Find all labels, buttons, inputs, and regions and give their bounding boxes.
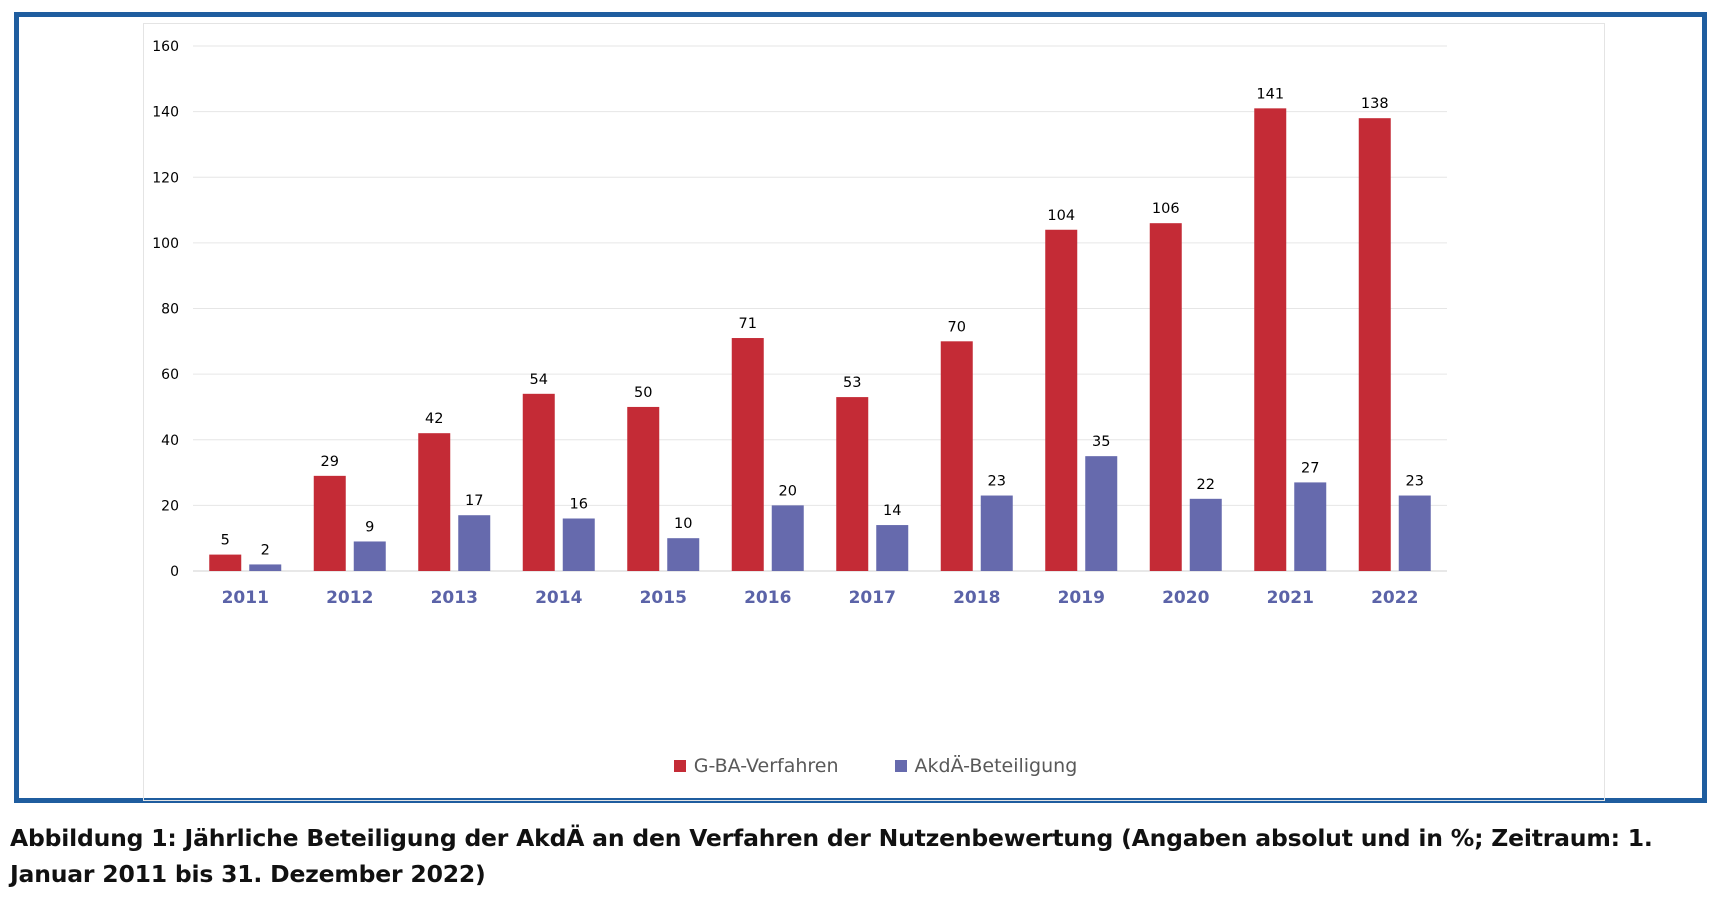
data-label-akdae: 9 <box>365 519 374 535</box>
x-tick-label: 2017 <box>849 588 896 608</box>
x-tick-label: 2014 <box>535 588 582 608</box>
bar-gba <box>1358 118 1391 571</box>
y-tick-label: 20 <box>161 498 179 514</box>
y-tick-label: 0 <box>170 564 179 580</box>
bar-gba <box>1254 108 1287 571</box>
bar-akdae <box>667 538 700 571</box>
data-label-gba: 141 <box>1256 86 1284 102</box>
bar-gba <box>627 406 660 571</box>
data-label-gba: 29 <box>321 454 339 470</box>
bar-gba <box>940 341 973 571</box>
bar-gba <box>313 475 346 571</box>
data-label-akdae: 27 <box>1301 460 1319 476</box>
chart-legend: G-BA-Verfahren AkdÄ-Beteiligung <box>0 755 1721 777</box>
data-label-gba: 5 <box>221 533 230 549</box>
bar-akdae <box>1398 495 1431 571</box>
legend-label-gba: G-BA-Verfahren <box>693 755 839 777</box>
bar-akdae <box>353 541 386 571</box>
legend-item-gba: G-BA-Verfahren <box>673 755 839 777</box>
bar-akdae <box>1189 498 1222 571</box>
bar-akdae <box>771 505 804 571</box>
x-tick-label: 2013 <box>431 588 478 608</box>
data-label-akdae: 2 <box>261 542 270 558</box>
data-label-gba: 138 <box>1361 96 1389 112</box>
x-tick-label: 2021 <box>1267 588 1314 608</box>
bar-akdae <box>980 495 1013 571</box>
data-label-akdae: 16 <box>570 497 588 513</box>
bar-gba <box>1045 229 1078 571</box>
y-tick-label: 140 <box>152 105 179 121</box>
legend-swatch-akdae <box>894 760 907 772</box>
data-label-akdae: 17 <box>465 493 483 509</box>
y-tick-label: 160 <box>152 39 179 55</box>
bar-akdae <box>1294 482 1327 571</box>
bar-akdae <box>458 515 491 571</box>
data-label-akdae: 23 <box>1406 474 1424 490</box>
legend-label-akdae: AkdÄ-Beteiligung <box>914 755 1078 777</box>
y-tick-label: 100 <box>152 236 179 252</box>
bar-gba <box>418 433 451 571</box>
y-tick-label: 40 <box>161 433 179 449</box>
bar-akdae <box>1085 456 1118 571</box>
data-label-gba: 42 <box>425 411 443 427</box>
x-tick-label: 2018 <box>953 588 1000 608</box>
data-label-gba: 104 <box>1047 208 1075 224</box>
data-label-gba: 53 <box>843 375 861 391</box>
bar-gba <box>1149 223 1182 571</box>
x-tick-label: 2019 <box>1058 588 1105 608</box>
bar-gba <box>836 397 869 571</box>
y-tick-label: 120 <box>152 170 179 186</box>
data-label-gba: 71 <box>739 316 757 332</box>
y-tick-label: 60 <box>161 367 179 383</box>
x-tick-label: 2015 <box>640 588 687 608</box>
data-label-gba: 50 <box>634 385 652 401</box>
x-tick-label: 2011 <box>222 588 269 608</box>
x-tick-label: 2022 <box>1371 588 1418 608</box>
data-label-akdae: 10 <box>674 516 692 532</box>
bar-gba <box>731 338 764 571</box>
data-label-akdae: 22 <box>1197 477 1215 493</box>
bar-gba <box>209 554 242 571</box>
chart-area <box>143 23 1605 801</box>
data-label-gba: 54 <box>530 372 548 388</box>
figure-caption: Abbildung 1: Jährliche Beteiligung der A… <box>10 824 1653 888</box>
data-label-akdae: 14 <box>883 503 901 519</box>
data-label-gba: 106 <box>1152 201 1180 217</box>
bar-chart: 0 20 40 60 80 100 120 140 160 5 2 2011 29 9 2012 42 17 20… <box>152 39 1447 608</box>
data-label-akdae: 23 <box>988 474 1006 490</box>
y-tick-label: 80 <box>161 302 179 318</box>
x-tick-label: 2020 <box>1162 588 1209 608</box>
legend-swatch-gba <box>673 760 686 772</box>
data-label-akdae: 35 <box>1092 434 1110 450</box>
bar-akdae <box>249 564 282 571</box>
data-label-gba: 70 <box>948 319 966 335</box>
bar-akdae <box>876 525 909 571</box>
bar-gba <box>522 393 555 571</box>
data-label-akdae: 20 <box>779 483 797 499</box>
legend-item-akdae: AkdÄ-Beteiligung <box>894 755 1078 777</box>
x-tick-label: 2012 <box>326 588 373 608</box>
bar-akdae <box>562 518 595 571</box>
x-tick-label: 2016 <box>744 588 791 608</box>
